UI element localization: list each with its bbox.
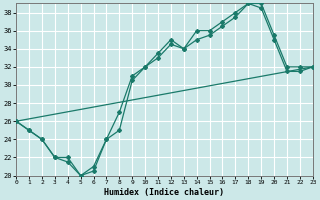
X-axis label: Humidex (Indice chaleur): Humidex (Indice chaleur) bbox=[104, 188, 224, 197]
